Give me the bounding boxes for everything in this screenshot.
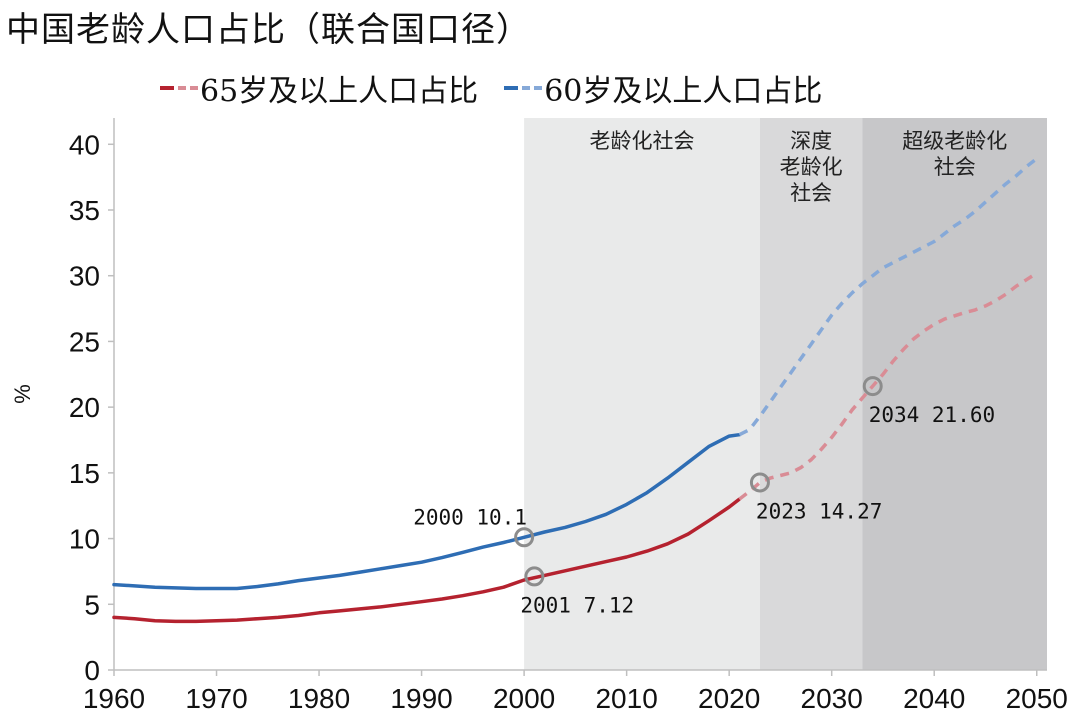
shaded-region-label-1: 深度老龄化社会 [780,129,843,205]
y-tick-label: 5 [84,589,100,620]
annotation-label-0: 2000 10.1 [413,505,527,529]
y-tick-label: 25 [69,326,100,357]
shaded-region-label-0: 老龄化社会 [590,129,695,153]
y-tick-label: 0 [84,655,100,686]
shaded-region-label-2: 超级老龄化社会 [902,129,1007,179]
axes: 0 5 10 15 20 25 30 35 40 1960 1970 1980 1990 2000 2010… [10,118,1068,714]
series-line-0-projection [738,271,1038,501]
x-tick-label: 2010 [595,683,657,714]
annotation-marker-3 [862,376,883,397]
y-tick-label: 30 [69,261,100,292]
series-line-1-historical [112,432,742,591]
x-tick-label: 2040 [903,683,965,714]
series-line-1-projection [738,157,1038,437]
legend-swatch-60 [504,86,543,90]
annotation-label-3: 2034 21.60 [869,403,995,427]
legend-item-60: 60岁及以上人口占比 [504,66,822,110]
x-tick-label: 1960 [83,683,145,714]
annotation-marker-1 [524,566,545,587]
chart-legend: 65岁及以上人口占比 60岁及以上人口占比 [160,66,822,110]
annotations: 2000 10.1 2001 7.12 2023 14.27 2034 21.60 [413,376,995,617]
annotation-marker-2 [749,472,770,493]
shaded-regions: 老龄化社会 深度老龄化社会 超级老龄化社会 [524,118,1047,670]
y-tick-label: 20 [69,392,100,423]
y-tick-label: 10 [69,524,100,555]
legend-item-65: 65岁及以上人口占比 [160,66,478,110]
x-tick-label: 2030 [801,683,863,714]
chart-title: 中国老龄人口占比（联合国口径） [6,10,531,50]
y-axis-label: % [10,384,35,404]
x-tick-label: 1970 [185,683,247,714]
y-tick-label: 40 [69,129,100,160]
x-tick-label: 2000 [493,683,555,714]
x-tick-label: 2020 [698,683,760,714]
y-tick-label: 15 [69,458,100,489]
annotation-marker-0 [514,527,535,548]
y-tick-label: 35 [69,195,100,226]
annotation-label-1: 2001 7.12 [520,593,634,617]
annotation-label-2: 2023 14.27 [756,499,882,523]
series-lines [112,157,1038,624]
x-tick-label: 1980 [288,683,350,714]
shaded-region-2 [862,118,1047,670]
legend-label-60: 60岁及以上人口占比 [544,74,823,109]
series-line-0-historical [112,497,742,624]
shaded-region-0 [524,118,760,670]
x-tick-label: 1990 [390,683,452,714]
x-tick-label: 2050 [1006,683,1068,714]
legend-swatch-65 [160,86,198,90]
legend-label-65: 65岁及以上人口占比 [200,74,479,109]
